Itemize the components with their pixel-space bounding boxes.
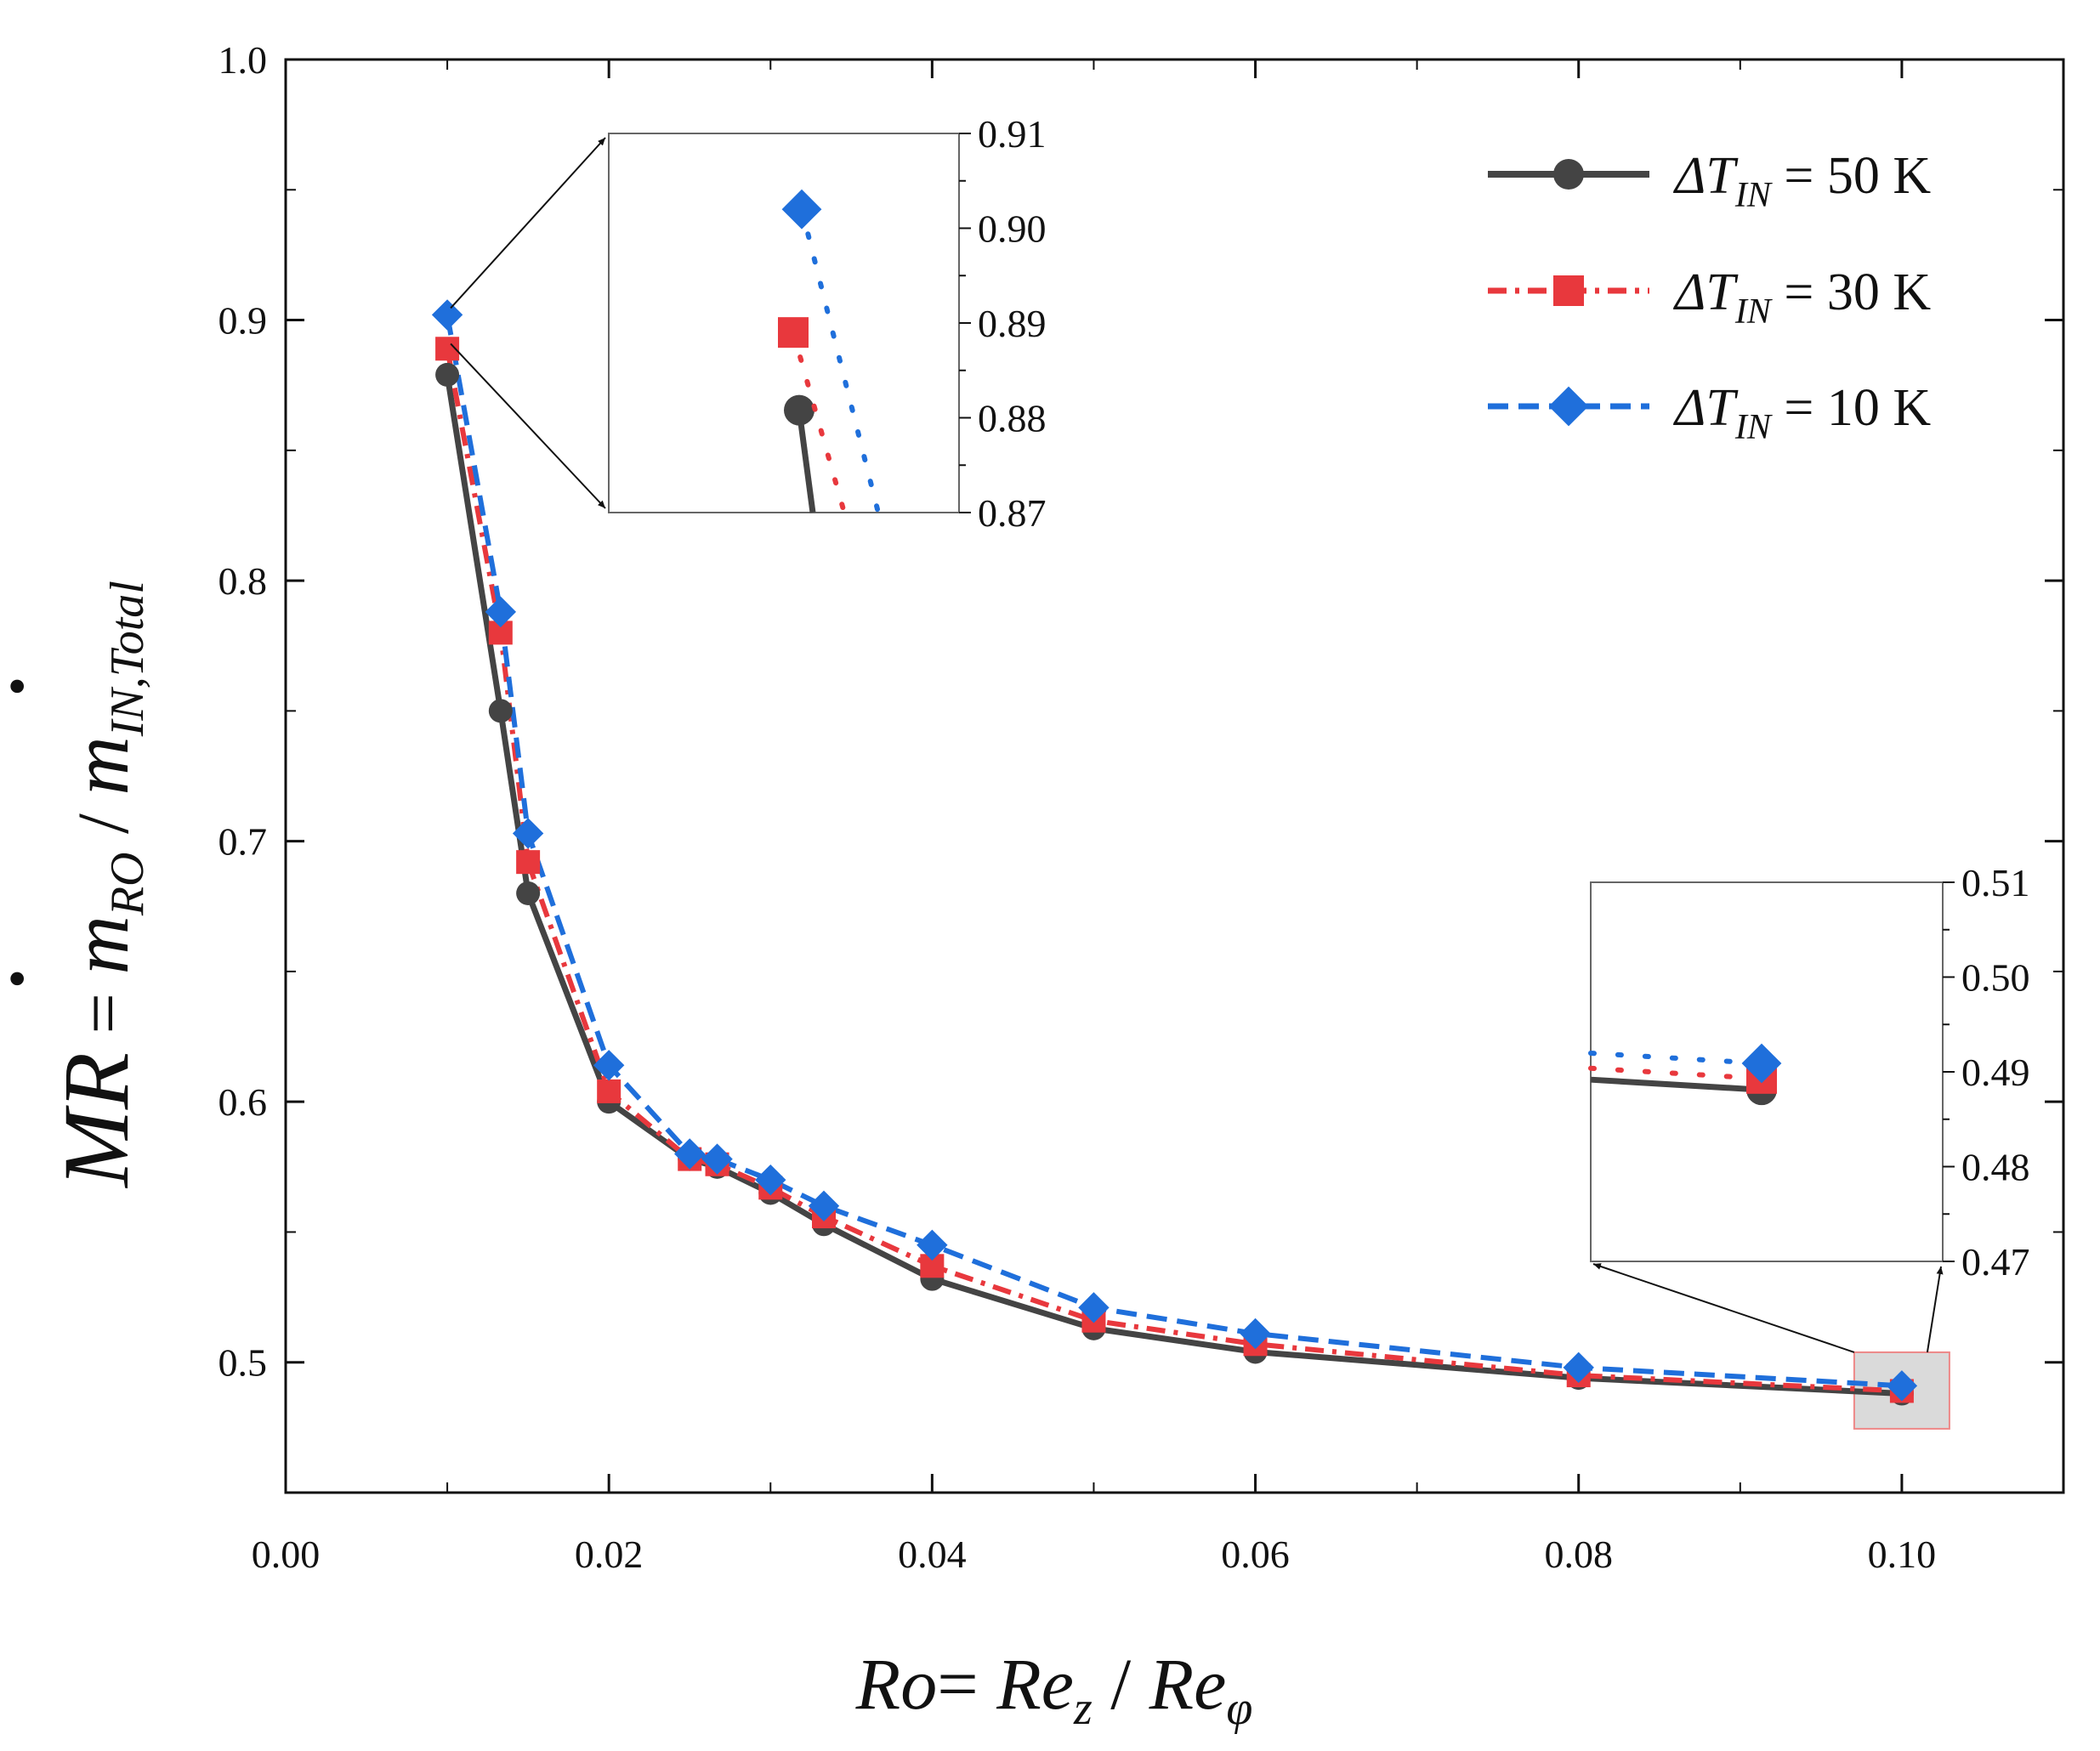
y-tick-label: 0.8 (219, 559, 268, 603)
data-point-s3 (1078, 1292, 1110, 1323)
legend-prefix: ΔT (1672, 147, 1739, 205)
data-point-s3 (1563, 1352, 1594, 1384)
data-point-s3 (917, 1229, 948, 1261)
data-point-s3 (593, 1050, 625, 1081)
zoom-arrow (450, 343, 606, 509)
legend-label-2: ΔTIN = 30 K (1672, 264, 1931, 332)
data-point-s3 (1886, 1370, 1918, 1402)
x-tick-label: 0.02 (575, 1533, 644, 1576)
legend-suffix: = 10 K (1771, 379, 1931, 437)
x-title-den-sub: φ (1226, 1682, 1252, 1735)
data-point-s2 (597, 1079, 621, 1103)
inset-data-point-s3 (1741, 1043, 1782, 1084)
inset-bottom: 0.47 0.48 0.49 0.50 0.51 (1588, 861, 2030, 1284)
inset-y-tick-label: 0.89 (978, 302, 1047, 345)
x-title-base: Ro (855, 1643, 938, 1725)
series-group (431, 299, 1918, 1406)
legend-sub: IN (1734, 176, 1773, 215)
data-point-s3 (808, 1190, 840, 1221)
y-tick-label: 1.0 (219, 38, 268, 82)
inset-data-point-s1 (784, 394, 814, 426)
y-title-den: m (54, 736, 145, 795)
y-tick-label: 0.5 (219, 1341, 268, 1385)
inset-data-point-s3 (781, 189, 822, 230)
legend-marker-3 (1548, 386, 1589, 427)
x-title-num: Re (996, 1643, 1074, 1725)
y-tick-label: 0.6 (219, 1080, 268, 1124)
legend-prefix: ΔT (1672, 264, 1739, 321)
inset-series-line (1588, 1050, 1764, 1066)
data-point-s3 (674, 1138, 706, 1170)
inset-y-tick-label: 0.51 (1961, 861, 2030, 904)
x-title-den: Re (1149, 1643, 1227, 1725)
legend-suffix: = 30 K (1771, 264, 1931, 321)
inset-series-line (799, 207, 881, 515)
inset-y-tick-label: 0.87 (978, 491, 1047, 535)
y-axis-title: MR = mRO / mIN,Total (44, 581, 154, 1189)
inset-y-tick-label: 0.47 (1961, 1240, 2030, 1284)
y-axis-title-group: MR = mRO / mIN,Total · · (0, 581, 154, 1189)
x-tick-label: 0.08 (1544, 1533, 1613, 1576)
inset-y-tick-label: 0.49 (1961, 1051, 2030, 1094)
legend-marker-2 (1553, 275, 1584, 306)
inset-y-tick-label: 0.88 (978, 397, 1047, 440)
y-title-num: m (54, 915, 145, 974)
inset-y-tick-label: 0.90 (978, 207, 1047, 251)
inset-series-line (796, 410, 816, 513)
y-tick-label: 0.7 (219, 820, 268, 864)
legend-marker-1 (1553, 159, 1584, 190)
y-title-eq: = (62, 975, 144, 1053)
y-title-num-sub: RO (101, 853, 154, 917)
x-tick-label: 0.06 (1221, 1533, 1290, 1576)
inset-y-tick-label: 0.50 (1961, 956, 2030, 1000)
data-point-s2 (516, 850, 541, 875)
y-tick-label: 0.9 (219, 299, 268, 343)
zoom-arrow (450, 137, 606, 309)
inset-series-line (1590, 1076, 1762, 1093)
data-point-s3 (512, 818, 544, 849)
zoom-arrow (1926, 1266, 1944, 1353)
x-tick-label: 0.00 (252, 1533, 321, 1576)
y-title-num-dot: · (0, 969, 62, 989)
legend-sub: IN (1734, 408, 1773, 447)
data-point-s3 (701, 1143, 733, 1175)
zoom-connectors (450, 137, 1944, 1353)
main-axes: 0.00 0.02 0.04 0.06 0.08 0.100.50.60.70.80.91… (219, 38, 2065, 1576)
x-title-sep: / (1093, 1643, 1149, 1725)
data-point-s1 (435, 362, 460, 387)
y-title-sep: / (62, 796, 144, 853)
data-point-s3 (755, 1164, 786, 1196)
x-tick-label: 0.10 (1868, 1533, 1937, 1576)
inset-series-line (791, 330, 847, 515)
data-point-s3 (1240, 1318, 1271, 1350)
plot-frame (284, 58, 2065, 1494)
y-title-den-dot: · (0, 677, 62, 697)
legend-sub: IN (1734, 292, 1773, 332)
inset-top: 0.87 0.88 0.89 0.90 0.91 (608, 112, 1047, 535)
inset-y-tick-label: 0.48 (1961, 1146, 2030, 1189)
inset-y-tick-label: 0.91 (978, 112, 1047, 156)
legend-label-3: ΔTIN = 10 K (1672, 379, 1931, 447)
inset-series-line (1588, 1065, 1764, 1081)
x-title-eq: = (937, 1643, 996, 1725)
axis-titles: Ro= Rez / Reφ MR = mRO / mIN,Total · · (0, 581, 1252, 1735)
data-point-s3 (485, 596, 517, 628)
y-title-base: MR (44, 1052, 148, 1189)
legend-suffix: = 50 K (1771, 147, 1931, 205)
x-title-num-sub: z (1073, 1682, 1093, 1735)
insets: 0.87 0.88 0.89 0.90 0.91 0.47 0.48 0.49 0.50 0.51 (608, 112, 2030, 1284)
data-point-s3 (431, 299, 463, 331)
data-point-s1 (488, 699, 513, 723)
legend-label-1: ΔTIN = 50 K (1672, 147, 1931, 215)
zoom-arrow (1592, 1263, 1855, 1353)
legend-prefix: ΔT (1672, 379, 1739, 437)
x-tick-label: 0.04 (898, 1533, 967, 1576)
data-point-s1 (516, 881, 541, 905)
x-axis-title: Ro= Rez / Reφ (855, 1643, 1253, 1735)
inset-data-point-s2 (778, 317, 809, 348)
y-title-den-sub: IN,Total (101, 581, 154, 737)
